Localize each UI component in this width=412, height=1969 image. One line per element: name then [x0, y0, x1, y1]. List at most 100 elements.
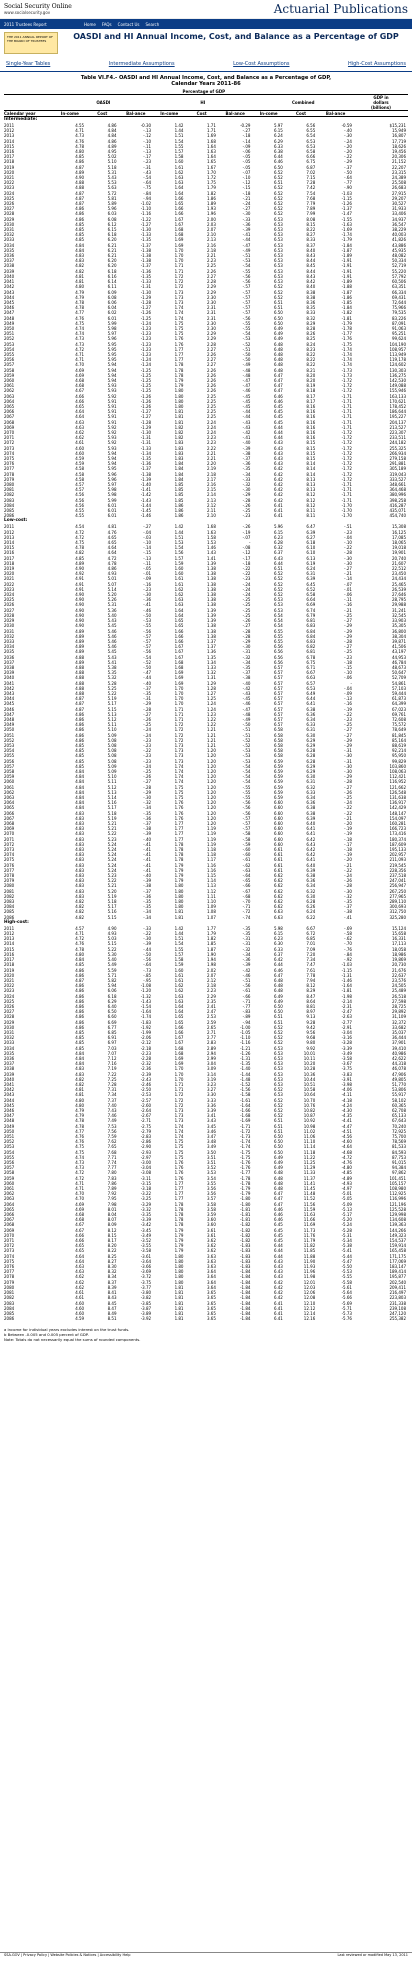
- value-cell: 6.59: [273, 779, 283, 785]
- tab-low-cost[interactable]: Low-Cost Assumptions: [233, 61, 290, 67]
- value-cell: -.19: [344, 831, 352, 837]
- value-cell: 5.89: [107, 201, 117, 207]
- value-cell: 6.59: [273, 763, 283, 769]
- value-cell: 8.29: [306, 988, 316, 994]
- value-cell: 1.20: [206, 763, 216, 769]
- table-row: 2049 4.86 5.11 -.25 1.72 1.22 -.50 6.57 6.33 -.25…: [4, 722, 408, 727]
- footer-modified: Last reviewed or modified May 13, 2011: [337, 1953, 408, 1957]
- table-row: 2040 4.82 7.25 -2.43 1.70 3.19 -1.48 6.53 10.44-…: [4, 1077, 408, 1082]
- tab-single-year-tables[interactable]: Single-Year Tables: [6, 61, 51, 67]
- value-cell: -.75: [143, 185, 152, 191]
- value-cell: 1.64: [174, 190, 184, 196]
- year-cell: 2072: [4, 440, 15, 446]
- value-cell: 6.43: [273, 456, 283, 461]
- value-cell: 1.69: [174, 680, 184, 686]
- value-cell: 1.80: [174, 893, 184, 899]
- value-cell: 5.94: [107, 461, 117, 467]
- value-cell: -3.92: [140, 1316, 152, 1322]
- value-cell: 1.90: [206, 951, 216, 957]
- table-row: 2026 4.86 6.40 -1.54 1.64 2.41 -.77 6.50 8.81 -2.…: [4, 1004, 408, 1009]
- table-row: 2022 4.91 5.07 -.16 1.61 1.38 -.24 6.52 6.45 -.07…: [4, 582, 408, 587]
- value-cell: -.15: [344, 664, 352, 670]
- value-cell: 1.83: [174, 440, 184, 446]
- value-cell: 46,784: [392, 659, 406, 665]
- nav-report-label[interactable]: 2011 Trustees Report: [4, 21, 47, 27]
- value-cell: $15,231: [389, 123, 406, 128]
- value-cell: 60,365: [392, 1102, 406, 1108]
- nav-search-link[interactable]: Search: [145, 21, 160, 27]
- table-row: 2046 4.79 7.43 -2.64 1.73 3.39 -1.66 6.52 10.82-…: [4, 1108, 408, 1113]
- value-cell: 5.01: [107, 576, 117, 582]
- value-cell: -1.23: [140, 331, 152, 337]
- tab-high-cost[interactable]: High-Cost Assumptions: [347, 61, 406, 67]
- value-cell: 6.53: [273, 1050, 283, 1056]
- year-cell: 2026: [4, 1003, 15, 1009]
- value-cell: 6.43: [273, 555, 283, 561]
- value-cell: 6.52: [273, 289, 283, 295]
- value-cell: 5.93: [107, 445, 117, 451]
- value-cell: 6.48: [273, 346, 283, 352]
- value-cell: -.64: [143, 180, 152, 186]
- table-row: 2083 4.82 5.18 -.35 1.80 1.10 -.70 6.62 6.28 -.35…: [4, 899, 408, 904]
- value-cell: -.37: [344, 904, 352, 910]
- value-cell: 26,683: [392, 185, 406, 191]
- value-cell: -.37: [242, 456, 251, 461]
- value-cell: -.30: [143, 592, 152, 598]
- value-cell: -.19: [242, 529, 251, 535]
- tab-intermediate[interactable]: Intermediate Assumptions: [108, 61, 175, 67]
- value-cell: 4.84: [75, 805, 85, 811]
- footer-links[interactable]: SSA.GOV | Privacy Policy | Website Polic…: [4, 1953, 131, 1957]
- value-cell: 266,934: [389, 450, 406, 456]
- value-cell: -.39: [242, 445, 251, 451]
- year-cell: 2054: [4, 1149, 15, 1155]
- year-cell: 2074: [4, 1253, 15, 1259]
- value-cell: 4.78: [75, 299, 85, 305]
- value-cell: 6.41: [306, 826, 316, 832]
- value-cell: 1.22: [206, 722, 216, 728]
- value-cell: -.54: [242, 774, 251, 780]
- value-cell: -4.93: [341, 1180, 352, 1186]
- value-cell: 4.90: [107, 925, 117, 931]
- value-cell: -.57: [242, 289, 251, 295]
- value-cell: 5.94: [107, 372, 117, 378]
- table-row: 2015 4.78 4.89 -.11 1.55 1.64 -.09 6.33 6.53 -.20…: [4, 144, 408, 149]
- value-cell: -.38: [143, 883, 152, 889]
- value-cell: 8.17: [107, 1238, 117, 1244]
- year-cell: 2073: [4, 847, 15, 853]
- value-cell: 2.13: [206, 497, 216, 503]
- value-cell: 6.49: [273, 998, 283, 1004]
- value-cell: 1.20: [206, 815, 216, 821]
- value-cell: -.55: [242, 789, 251, 795]
- value-cell: 4.88: [75, 670, 85, 676]
- year-cell: 2042: [4, 685, 15, 691]
- table-row: 2054 4.75 7.68 -2.93 1.75 3.50 -1.75 6.50 11.18-…: [4, 1150, 408, 1155]
- report-cover-logo[interactable]: THE 2011 ANNUAL REPORT OF THE BOARD OF T…: [4, 32, 58, 54]
- nav-faqs-link[interactable]: FAQs: [101, 21, 112, 27]
- value-cell: 7.61: [306, 967, 316, 973]
- year-cell: 2028: [4, 211, 15, 217]
- value-cell: 8.43: [306, 273, 316, 279]
- value-cell: 1.67: [174, 1040, 184, 1046]
- table-row: 2051 4.76 7.59 -2.83 1.74 3.47 -1.73 6.50 11.06-…: [4, 1134, 408, 1139]
- nav-contact-link[interactable]: Contact Us: [117, 21, 140, 27]
- value-cell: 4.66: [75, 393, 85, 399]
- value-cell: 4.84: [75, 957, 85, 963]
- value-cell: 11.37: [303, 1175, 316, 1181]
- value-cell: 6.53: [273, 216, 283, 222]
- value-cell: 1.68: [174, 1050, 184, 1056]
- table-row: 2029 4.86 6.69 -1.83 1.65 2.59 -.94 6.51 9.28 -2.…: [4, 1020, 408, 1025]
- value-cell: 6.39: [306, 529, 316, 535]
- value-cell: 3.49: [206, 1144, 216, 1150]
- value-cell: 5.03: [107, 936, 117, 942]
- nav-home-link[interactable]: Home: [84, 21, 96, 27]
- value-cell: 8.28: [306, 325, 316, 331]
- value-cell: 1.79: [206, 185, 216, 191]
- value-cell: 3.65: [206, 1316, 216, 1322]
- value-cell: -1.88: [341, 284, 352, 290]
- value-cell: 4.85: [75, 237, 85, 243]
- year-cell: 2067: [4, 1217, 15, 1223]
- ssa-logo[interactable]: Social Security Online: [4, 3, 72, 10]
- table-row: 2017 4.84 5.40 -.56 1.58 1.94 -.36 6.42 7.34 -.92…: [4, 957, 408, 962]
- value-cell: 1.68: [174, 659, 184, 665]
- value-cell: -.26: [242, 524, 251, 530]
